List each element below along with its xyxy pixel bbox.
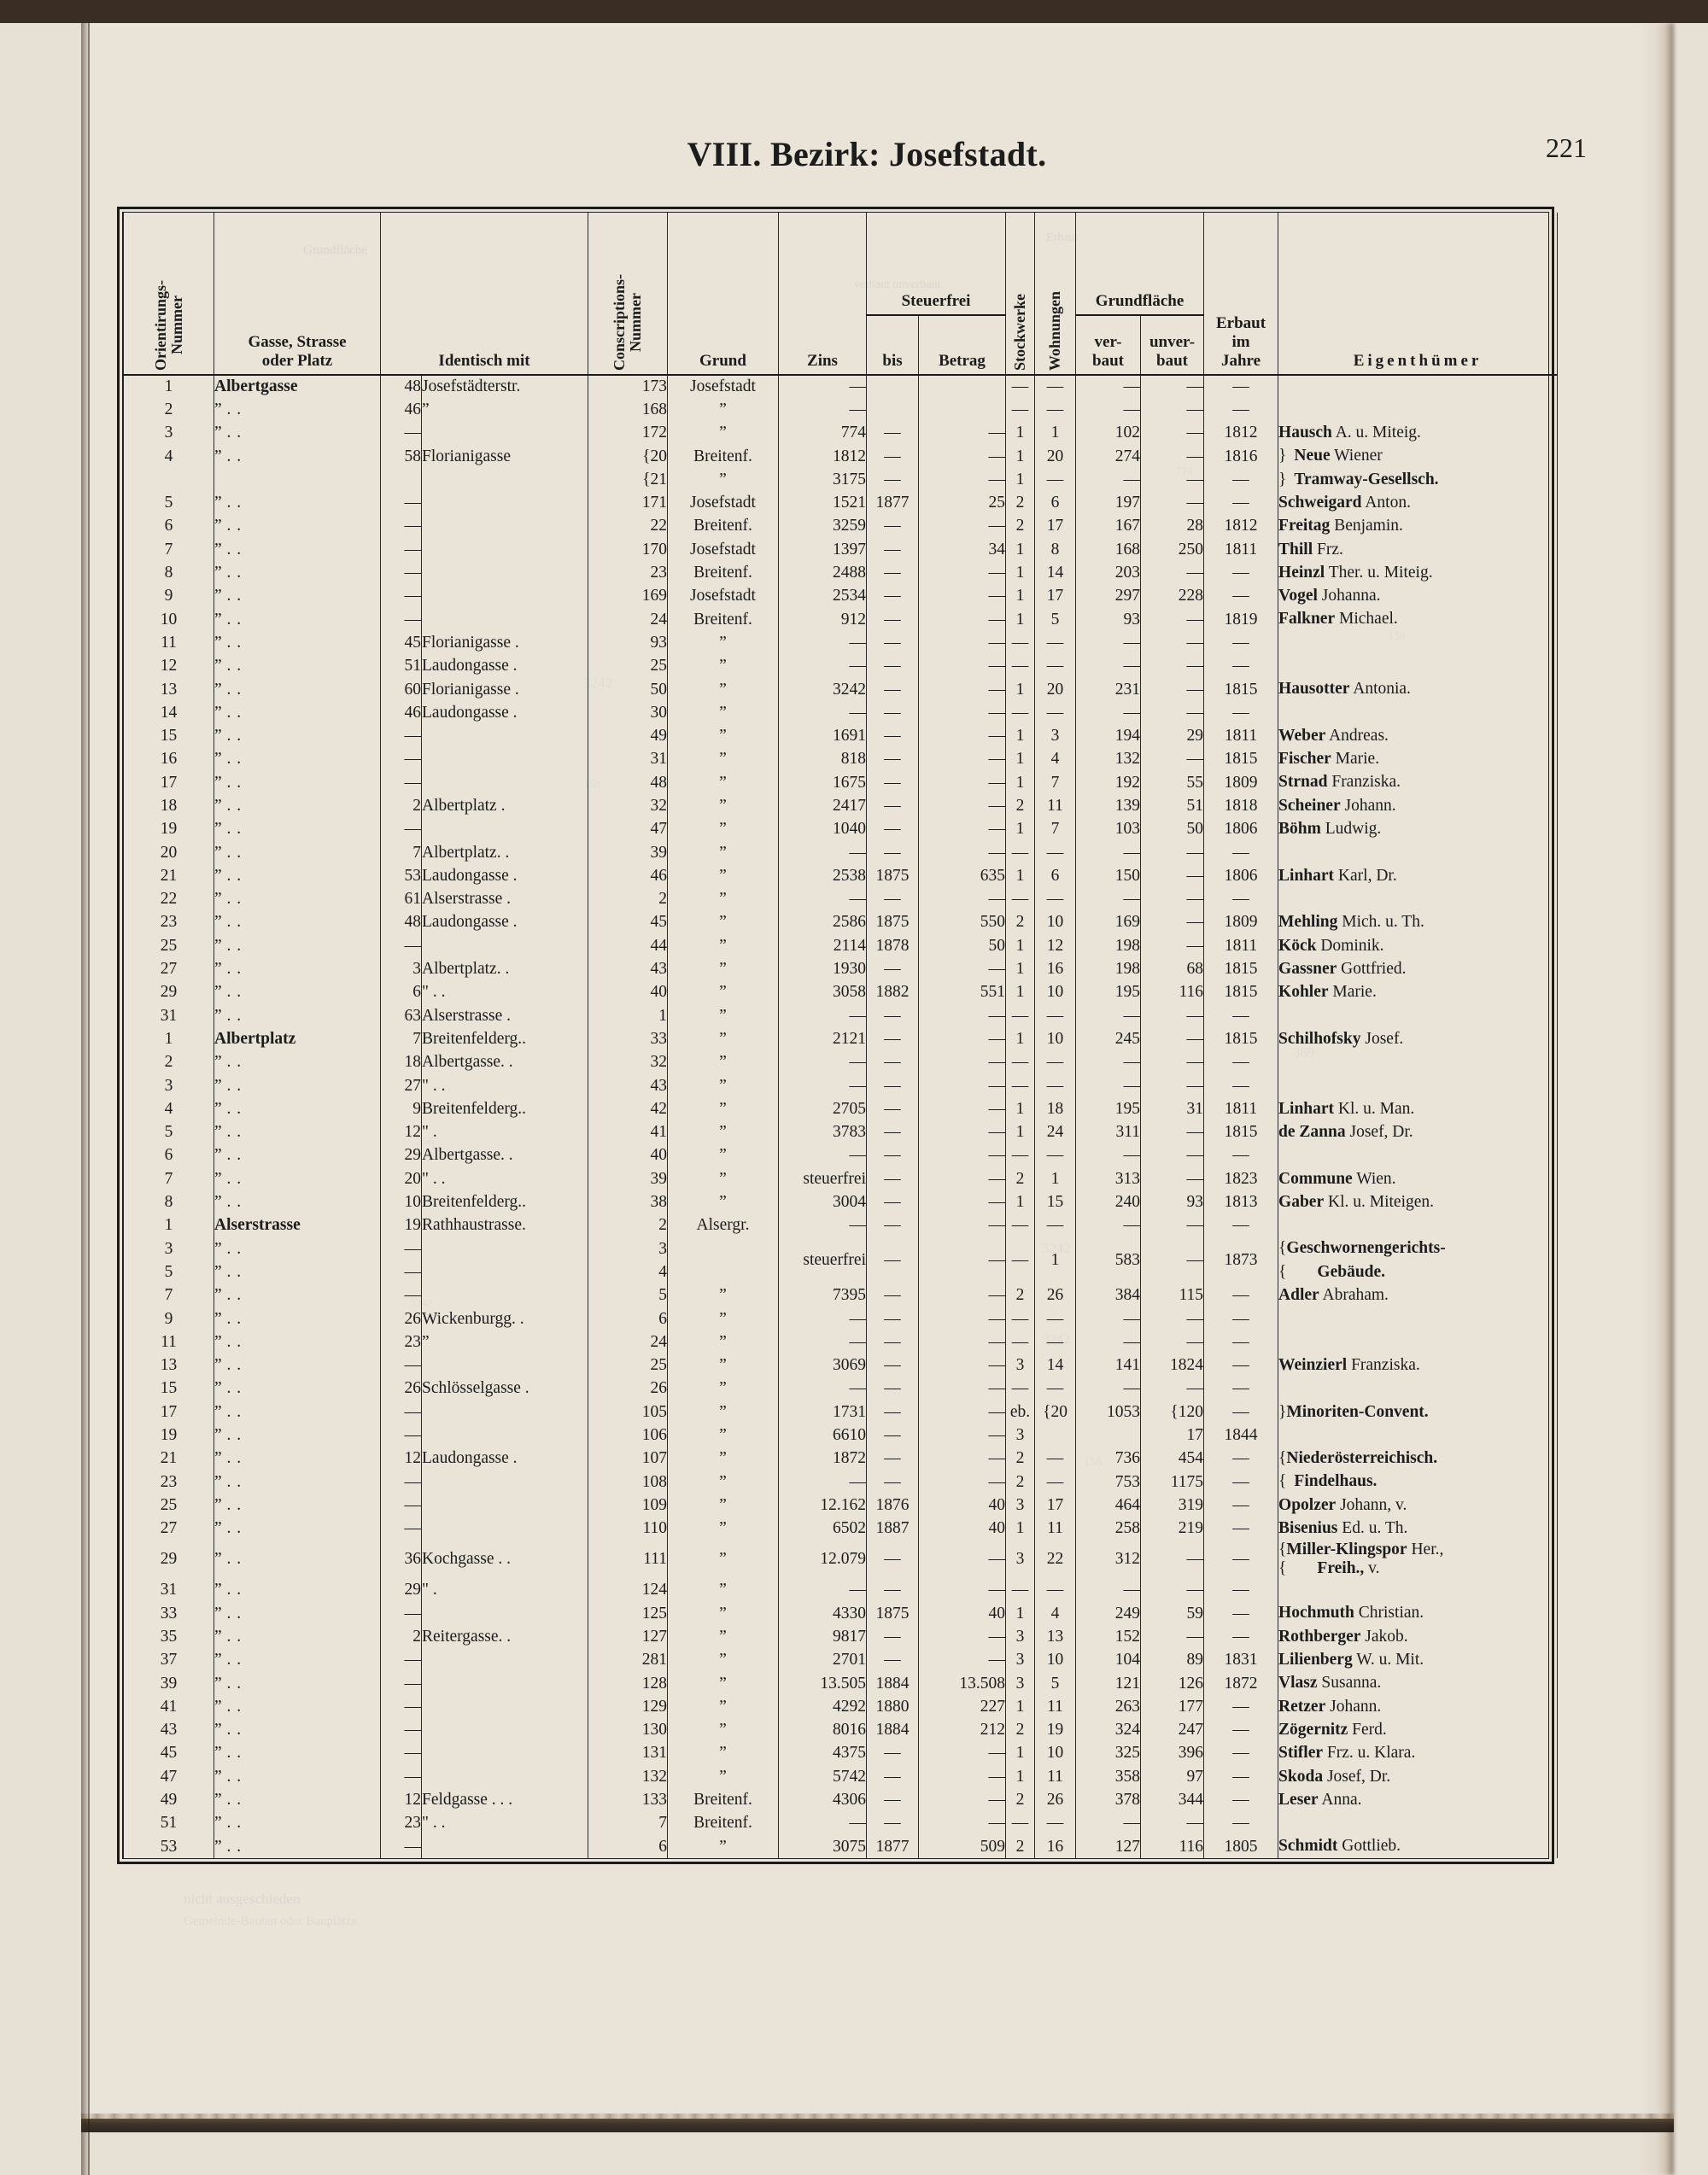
svg-text:nicht ausgeschieden: nicht ausgeschieden xyxy=(184,1891,301,1907)
svg-text:Gemeinde-Bauten oder Bauplätze: Gemeinde-Bauten oder Bauplätze xyxy=(184,1915,358,1928)
